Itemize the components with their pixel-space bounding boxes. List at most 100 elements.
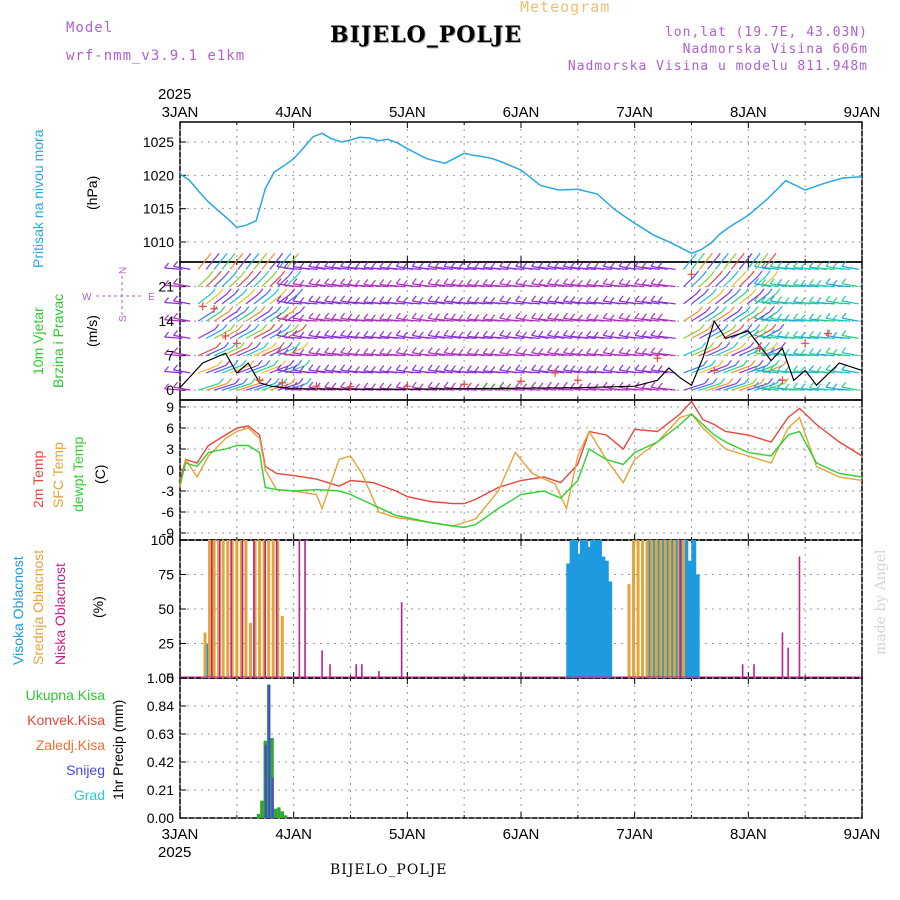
wind-barb-tick [515,381,521,388]
wind-barb [355,336,374,339]
wind-barb-tick [816,279,822,286]
wind-barb-tick [593,331,599,338]
wind-barb [754,258,765,270]
cloud-bar [230,540,232,678]
wind-barb [801,267,819,270]
wind-barb-tick [395,364,401,371]
wind-barb [198,382,220,391]
wind-barb [832,301,851,305]
wind-barb-tick [402,262,408,269]
wind-barb [785,388,803,391]
wind-barb [435,370,453,374]
temp-line-2 [179,413,863,529]
wind-barb-tick [347,348,353,354]
wind-barb-tick [538,279,544,285]
x-tick-label-top: 9JAN [844,104,881,121]
wind-barb [331,283,350,288]
legend-total-rain: Ukupna Kisa [25,687,105,703]
wind-barb-tick [395,381,401,388]
wind-barb [253,328,271,339]
wind-barb [816,370,835,374]
wind-barb-tick [443,278,449,284]
cloud-bar [241,540,244,678]
wind-barb [554,301,573,305]
wind-gust-marker [198,302,207,311]
wind-barb-tick [370,383,376,390]
wind-barb [832,267,851,270]
wind-barb-tick [641,261,647,268]
wind-barb [522,267,541,270]
wind-barb-tick [800,383,806,390]
wind-barb [221,275,234,288]
wind-barb-tick [305,359,311,366]
wind-barb-tick [315,348,321,354]
cloud-bar [677,540,681,678]
wind-barb-tick [841,364,847,371]
wind-barb [277,293,292,305]
wind-barb-tick [324,278,330,284]
wind-barb-tick [562,312,568,319]
wind-barb-tick [418,348,424,355]
wind-barb-tick [793,365,799,372]
wind-barb-tick [458,262,464,269]
wind-barb [205,258,216,270]
wind-barb-tick [506,366,512,372]
wind-barb [683,293,697,305]
wind-barb [578,267,597,270]
wind-barb-tick [214,324,220,330]
wind-barb [419,319,437,322]
wind-barb-tick [458,297,464,303]
wind-barb-tick [723,253,729,259]
wind-barb [221,293,236,305]
product-title: Meteogram [520,0,611,16]
wind-barb [253,382,276,391]
wind-barb-tick [641,313,647,320]
wind-barb-tick [315,296,321,303]
wind-barb [715,293,729,305]
wind-barb [625,301,644,305]
wind-barb-tick [734,359,740,366]
wind-barb-tick [173,381,179,388]
wind-barb-tick [702,270,707,277]
wind-barb-tick [324,364,330,371]
wind-barb-tick [240,270,246,277]
wind-barb [269,364,290,374]
y-tick-label: 1010 [143,234,174,250]
wind-barb [683,382,706,391]
wind-barb-tick [522,279,528,286]
wind-barb-tick [283,297,289,303]
cloud-bar [569,540,575,678]
wind-barb [387,370,406,374]
wind-barb-tick [554,330,560,337]
wind-barb-tick [650,260,656,267]
wind-barb-tick [522,262,528,269]
wind-gust-marker [551,368,560,377]
cloud-bar [645,540,649,678]
wind-barb-tick [825,295,831,302]
wind-barb-tick [707,253,713,259]
wind-barb-tick [618,364,624,371]
wind-barb [403,353,422,357]
wind-barb-tick [554,261,560,268]
wind-barb-tick [298,288,304,295]
wind-barb-tick [474,314,480,321]
wind-barb [490,267,509,270]
wind-barb-tick [650,312,656,319]
wind-barb [691,328,709,339]
wind-barb-tick [841,278,847,284]
wind-barb-tick [271,341,277,348]
cloud-bar [683,540,689,678]
cloud-bar [378,671,380,678]
wind-barb [801,301,819,305]
wind-barb-tick [515,312,521,319]
wind-barb-tick [220,306,226,312]
wind-barb-tick [816,331,822,338]
wind-barb [229,311,246,322]
wind-barb-tick [720,378,726,384]
wind-barb-tick [225,359,231,366]
wind-barb-tick [276,306,282,312]
wind-barb [738,275,751,288]
x-tick-label-top: 5JAN [389,104,426,121]
precip-bar [256,814,261,818]
wind-barb-tick [395,260,401,267]
